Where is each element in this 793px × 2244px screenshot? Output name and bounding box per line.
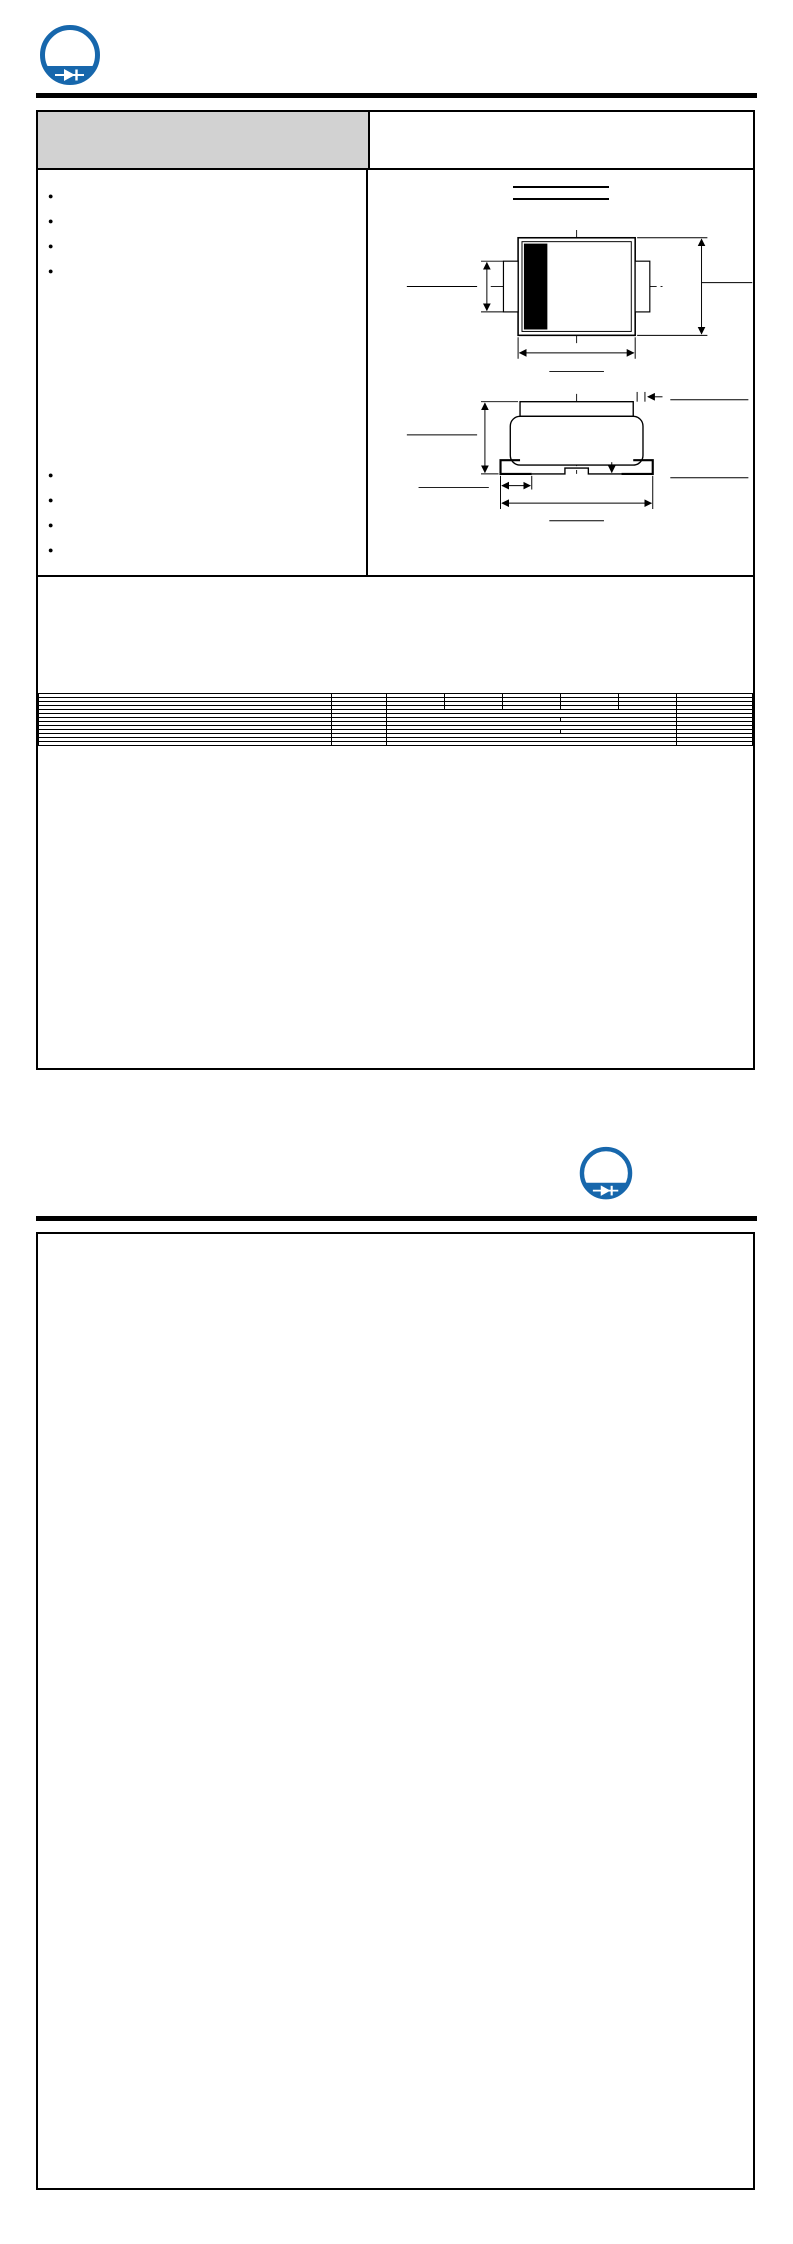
- mechanical-item: ●: [48, 542, 360, 558]
- bullet-icon: ●: [48, 191, 54, 201]
- notes-section: [38, 746, 753, 773]
- curves-rule: [36, 1216, 757, 1221]
- y-axis-label: [406, 1314, 436, 1550]
- mechanical-item: ●: [48, 467, 360, 483]
- cathode-band: [523, 243, 548, 330]
- y-axis-label: [50, 1314, 80, 1550]
- row-label: [38, 741, 332, 746]
- bullet-icon: ●: [48, 495, 54, 505]
- figure-derating-curve: [50, 1306, 398, 1560]
- ratings-summary-cell: [370, 112, 753, 168]
- y-axis-label: [50, 1642, 80, 1962]
- company-logo: [38, 24, 108, 88]
- reverse-voltage-line: [396, 119, 753, 137]
- mechanical-data-section: ● ● ● ●: [48, 458, 360, 567]
- figure-surge-current: [406, 1306, 754, 1560]
- company-logo: [578, 1146, 640, 1202]
- header-rule: [36, 93, 757, 98]
- feature-item: ●: [48, 188, 356, 204]
- mechanical-item: ●: [48, 517, 360, 533]
- forward-chart: [436, 1642, 766, 1962]
- mechanical-item: ●: [48, 492, 360, 508]
- product-title-cell: [38, 112, 370, 168]
- feature-item: ●: [48, 238, 356, 254]
- derating-chart: [80, 1314, 410, 1550]
- feature-item: ●: [48, 213, 356, 229]
- table-row: [38, 741, 753, 746]
- figure-forward-characteristics: [406, 1634, 754, 1972]
- features-column: ● ● ● ● ● ● ● ●: [38, 170, 368, 575]
- cell-value: [386, 741, 677, 746]
- ratings-section: [38, 577, 753, 693]
- bullet-icon: ●: [48, 216, 54, 226]
- logo-icon: [40, 25, 100, 85]
- surge-chart: [436, 1314, 766, 1550]
- logo-icon: [579, 1146, 633, 1200]
- package-drawing-column: [368, 170, 753, 575]
- curves-box: [36, 1232, 755, 2190]
- figure-junction-capacitance: [50, 1634, 398, 1972]
- forward-current-line: [396, 144, 753, 162]
- bullet-icon: ●: [48, 470, 54, 480]
- package-name: [512, 186, 609, 200]
- bullet-icon: ●: [48, 266, 54, 276]
- ratings-table: [38, 693, 753, 746]
- bullet-icon: ●: [48, 241, 54, 251]
- package-outline-drawing: [406, 229, 753, 522]
- features-package-row: ● ● ● ● ● ● ● ●: [38, 170, 753, 577]
- bullet-icon: ●: [48, 520, 54, 530]
- datasheet-main-box: ● ● ● ● ● ● ● ●: [36, 110, 755, 1070]
- bullet-icon: ●: [48, 545, 54, 555]
- title-block: [38, 112, 753, 170]
- diode-icon: [55, 69, 84, 81]
- capacitance-chart: [80, 1642, 410, 1962]
- row-symbol: [330, 741, 388, 746]
- cell-unit: [675, 741, 753, 746]
- y-axis-label: [406, 1642, 436, 1962]
- feature-item: ●: [48, 263, 356, 279]
- diode-icon: [592, 1185, 619, 1196]
